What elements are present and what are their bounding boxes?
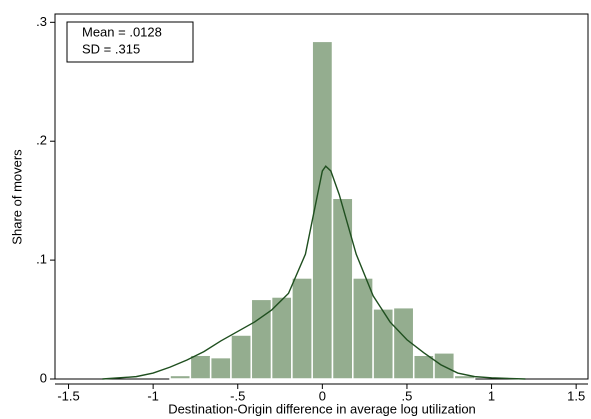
annotation: Mean = .0128	[82, 24, 162, 39]
annotation-box	[66, 21, 194, 63]
bar	[169, 374, 192, 380]
x-tick-label: -.5	[230, 388, 245, 403]
x-tick-label: -1	[147, 388, 159, 403]
bar	[352, 277, 374, 380]
bar	[311, 40, 334, 380]
y-tick-label: .1	[36, 252, 47, 267]
bar	[331, 197, 354, 380]
bar	[392, 306, 415, 380]
bar	[270, 296, 293, 380]
bar	[412, 354, 435, 380]
annotation: SD = .315	[82, 41, 140, 56]
bar	[291, 277, 313, 380]
y-tick-label: .3	[36, 14, 47, 29]
y-tick-label: .2	[36, 133, 47, 148]
x-tick-label: .5	[402, 388, 413, 403]
x-tick-label: 0	[319, 388, 326, 403]
x-axis-label: Destination-Origin difference in average…	[168, 401, 476, 416]
bar	[209, 356, 232, 380]
y-axis-label: Share of movers	[9, 149, 24, 245]
x-tick-label: -1.5	[57, 388, 79, 403]
x-tick-label: 1.5	[567, 388, 585, 403]
bar	[230, 334, 253, 380]
density-line	[102, 165, 526, 380]
bar	[189, 354, 212, 380]
y-tick-label: 0	[40, 370, 47, 385]
x-tick-label: 1	[488, 388, 495, 403]
bar	[250, 298, 273, 380]
bar	[372, 308, 395, 380]
